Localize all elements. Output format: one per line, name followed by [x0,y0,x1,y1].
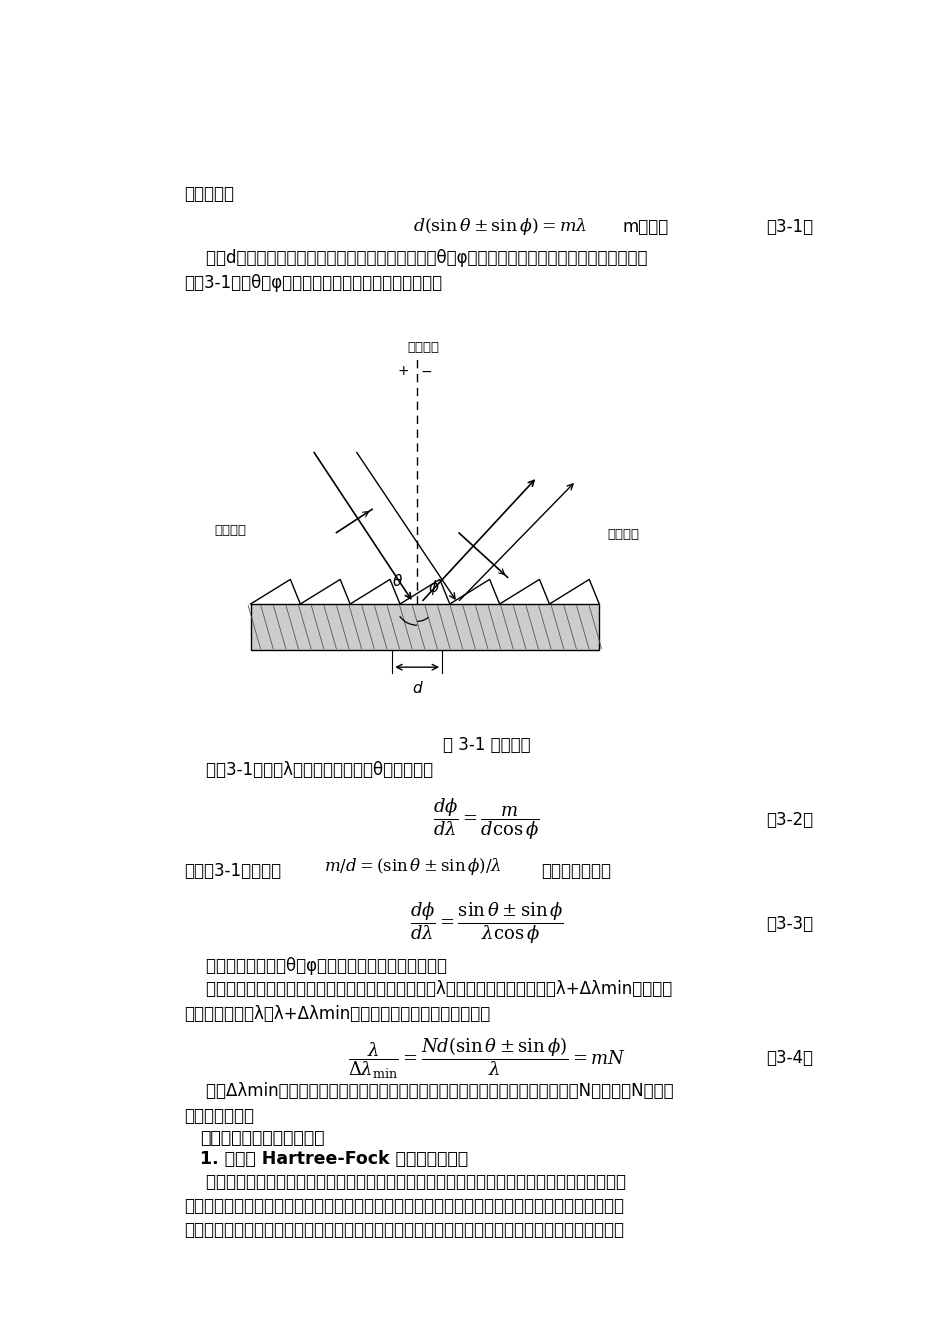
Text: 再来看闪耀光栅的分辨本领，根据瑞利判据，当波长λ的谱线光强最大与波长为λ+Δλmin的相邻光: 再来看闪耀光栅的分辨本领，根据瑞利判据，当波长λ的谱线光强最大与波长为λ+Δλm… [184,980,672,999]
Text: ，代入上式，得: ，代入上式，得 [542,863,611,880]
Text: （3-4）: （3-4） [766,1050,813,1067]
Text: 强最小重合时，λ和λ+Δλmin的两条谱线可分辨，分辨本领为: 强最小重合时，λ和λ+Δλmin的两条谱线可分辨，分辨本领为 [184,1005,491,1023]
Text: （3-1）: （3-1） [766,218,813,235]
Text: 其中d为相邻刻槽之间的距离，称为光栅常数。如果θ与φ在光栅法线的同侧，则上式取正号，如果: 其中d为相邻刻槽之间的距离，称为光栅常数。如果θ与φ在光栅法线的同侧，则上式取正… [184,249,647,266]
Text: $\dfrac{d\phi}{d\lambda} = \dfrac{\sin\theta \pm \sin\phi}{\lambda\cos\phi}$: $\dfrac{d\phi}{d\lambda} = \dfrac{\sin\t… [410,900,563,946]
Text: 图 3-1 闪耀光栅: 图 3-1 闪耀光栅 [443,737,531,754]
Text: 像图3-1中，θ与φ在光栅法线的两侧，则上式取负号。: 像图3-1中，θ与φ在光栅法线的两侧，则上式取负号。 [184,274,443,292]
Text: 衍射波前: 衍射波前 [607,528,639,542]
Text: $\theta$: $\theta$ [392,573,403,589]
Text: 成衍射亮纹: 成衍射亮纹 [184,184,235,203]
Text: （3-2）: （3-2） [766,810,813,829]
Text: $\dfrac{\lambda}{\Delta\lambda_{\mathrm{min}}} = \dfrac{Nd(\sin\theta \pm \sin\p: $\dfrac{\lambda}{\Delta\lambda_{\mathrm{… [348,1035,626,1081]
Text: 光栅法线: 光栅法线 [408,341,439,353]
Text: 由式（3-1）可得到: 由式（3-1）可得到 [184,863,282,880]
Text: 及分子内各原子核之间的相对振动。同时还存在电子的自旋和轨道耦合，电子自旋与核自旋之间以及: 及分子内各原子核之间的相对振动。同时还存在电子的自旋和轨道耦合，电子自旋与核自旋… [184,1198,625,1215]
Text: +: + [397,364,409,379]
Text: m为整数: m为整数 [622,218,669,235]
Text: $\phi$: $\phi$ [428,578,440,597]
Text: 将（3-1）式对λ微商，获得给定角θ的角色散为: 将（3-1）式对λ微商，获得给定角θ的角色散为 [184,761,433,778]
Text: 1. 分子的 Hartree-Fock 自洽场方法简介: 1. 分子的 Hartree-Fock 自洽场方法简介 [200,1150,468,1168]
Text: 其中Δλmin是光栅能够分辨的最小波长差，所以光栅的分辨本领与光栅刻槽数目N有关系，N越大，: 其中Δλmin是光栅能够分辨的最小波长差，所以光栅的分辨本领与光栅刻槽数目N有关… [184,1082,674,1101]
Text: 二、分子量子化学计算简介: 二、分子量子化学计算简介 [200,1129,325,1146]
Text: 入射波前: 入射波前 [215,524,247,538]
Text: 分辨本领越好。: 分辨本领越好。 [184,1107,255,1125]
Text: $m/d = (\sin\theta \pm \sin\phi)/\lambda$: $m/d = (\sin\theta \pm \sin\phi)/\lambda… [324,856,502,878]
Text: $\dfrac{d\phi}{d\lambda} = \dfrac{m}{d\cos\phi}$: $\dfrac{d\phi}{d\lambda} = \dfrac{m}{d\c… [433,797,541,843]
Text: −: − [421,364,432,379]
Text: 可见角色散仅由角θ与φ确定，与槽纹数目没有关系。: 可见角色散仅由角θ与φ确定，与槽纹数目没有关系。 [184,957,446,974]
Text: （3-3）: （3-3） [766,914,813,933]
Text: 分子是一个多粒子体系，运动十分复杂。除了电子运动外，还包括分子作为整体的平动和转动以: 分子是一个多粒子体系，运动十分复杂。除了电子运动外，还包括分子作为整体的平动和转… [184,1172,626,1191]
Text: 核与核之间的自旋相互作用等。理论计算上要同时考虑这些方面显然是不实际的，必须分清主次，作: 核与核之间的自旋相互作用等。理论计算上要同时考虑这些方面显然是不实际的，必须分清… [184,1222,625,1239]
Text: d: d [412,681,422,696]
Bar [251,603,599,650]
Text: $d(\sin\theta \pm \sin\phi) = m\lambda$: $d(\sin\theta \pm \sin\phi) = m\lambda$ [413,216,587,238]
